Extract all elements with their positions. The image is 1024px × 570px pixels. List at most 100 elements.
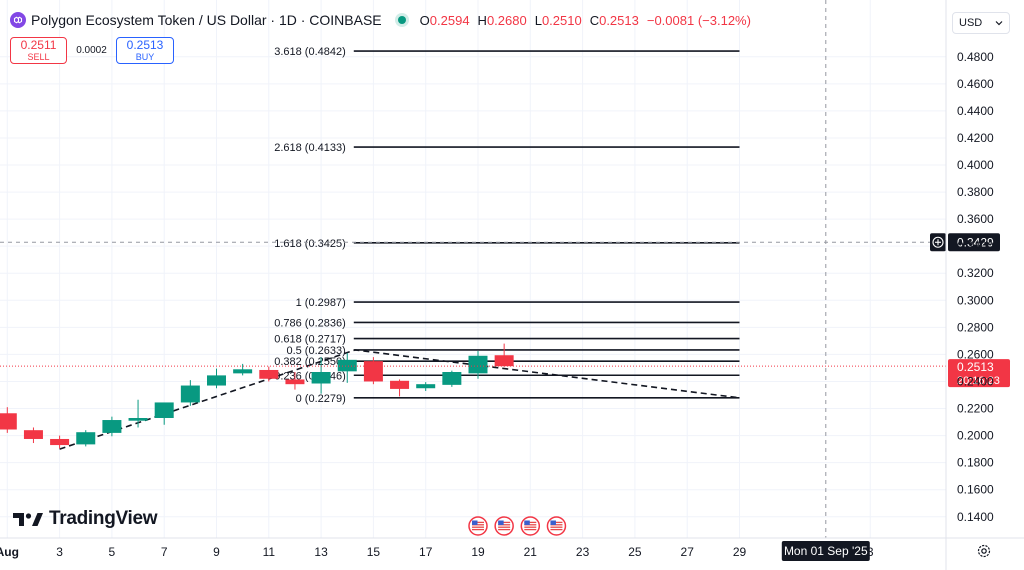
price-axis-label: 0.3200: [957, 266, 994, 280]
crosshair-date-label-bg: [781, 541, 870, 561]
candle[interactable]: [442, 370, 462, 387]
fib-level-label: 0 (0.2279): [296, 393, 346, 405]
currency-select[interactable]: USD: [952, 12, 1010, 34]
fib-extension-drawing[interactable]: 3.618 (0.4842) 2.618 (0.4133) 1.618 (0.342…: [274, 46, 740, 405]
trend-path[interactable]: [59, 349, 740, 450]
candle[interactable]: [311, 357, 331, 394]
candle[interactable]: [233, 363, 253, 376]
us-flag-event-icon[interactable]: [546, 516, 567, 536]
flag-canton: [550, 520, 556, 525]
candle-body: [468, 355, 488, 374]
fib-level-label: 0.5 (0.2633): [286, 345, 345, 357]
bar-countdown-label: 20:16:23: [957, 375, 1000, 387]
candle-body: [311, 372, 331, 384]
economic-events[interactable]: [468, 516, 567, 536]
candle-body: [416, 384, 436, 389]
fib-level-label: 0.618 (0.2717): [274, 334, 346, 346]
price-axis-label: 0.1600: [957, 483, 994, 497]
tradingview-logo-icon: [13, 513, 43, 526]
candle-body: [128, 418, 148, 421]
candle[interactable]: [337, 353, 357, 383]
us-flag-event-icon[interactable]: [520, 516, 541, 536]
crosshair-price-label-bg: [948, 233, 1000, 252]
watermark-text: TradingView: [49, 508, 158, 529]
candle[interactable]: [207, 368, 226, 389]
time-axis-label: 27: [681, 545, 695, 559]
symbol-title[interactable]: Polygon Ecosystem Token / US Dollar · 1D…: [31, 12, 382, 28]
candle[interactable]: [50, 435, 70, 449]
flag-canton: [498, 520, 504, 525]
us-flag-event-icon[interactable]: [494, 516, 514, 536]
candle[interactable]: [468, 351, 488, 379]
buy-label: BUY: [135, 52, 155, 62]
candle[interactable]: [180, 380, 200, 406]
ohlc-values: O 0.2594 H 0.2680 L 0.2510 C 0.2513 −0.0081 …: [420, 13, 751, 28]
candle[interactable]: [102, 416, 122, 437]
high-value: 0.2680: [486, 12, 527, 28]
fib-level-label: 1.618 (0.3425): [274, 238, 346, 250]
candle-body: [0, 413, 17, 430]
candle-body: [285, 379, 305, 385]
crosshair-date-label: Mon 01 Sep '25: [784, 544, 868, 558]
time-axis-label: 19: [471, 545, 485, 559]
gear-inner: [981, 548, 987, 554]
price-axis-label: 0.4800: [957, 50, 994, 64]
candle-body: [259, 369, 279, 379]
close-label: C: [589, 12, 600, 28]
time-axis-label: 3: [56, 545, 63, 559]
candle[interactable]: [285, 372, 305, 390]
price-axis-label: 0.2600: [957, 347, 994, 361]
candle-body: [180, 385, 200, 403]
open-value: 0.2594: [429, 12, 470, 28]
buy-button[interactable]: 0.2513 BUY: [116, 37, 174, 64]
price-axis-label: 0.2800: [957, 320, 994, 334]
last-price-label-bg: [948, 359, 1010, 388]
fib-level-label: 3.618 (0.4842): [274, 46, 346, 58]
candle[interactable]: [76, 430, 96, 447]
price-axis-label: 0.2000: [957, 429, 994, 443]
market-open-status-icon[interactable]: [397, 16, 406, 24]
candle[interactable]: [23, 427, 43, 444]
candle[interactable]: [416, 382, 436, 391]
candle-body: [207, 375, 226, 386]
candle[interactable]: [154, 402, 174, 425]
currency-value: USD: [959, 17, 983, 29]
time-axis-label: Aug: [0, 545, 19, 559]
price-axis-label: 0.3800: [957, 185, 994, 199]
candle[interactable]: [0, 407, 17, 433]
fib-level-label: 0.786 (0.2836): [274, 317, 346, 329]
candle-body: [390, 380, 410, 389]
fib-level-label: 0.236 (0.2446): [274, 370, 346, 382]
candle-body: [494, 355, 514, 367]
price-axis-label: 0.4200: [957, 131, 994, 145]
price-axis-label: 0.4400: [957, 104, 994, 118]
candle-body: [23, 430, 43, 439]
sell-button[interactable]: 0.2511 SELL: [10, 37, 67, 64]
price-axis-label: 0.2400: [957, 374, 994, 388]
trend-line-drawing[interactable]: [59, 349, 740, 450]
candle[interactable]: [128, 399, 148, 428]
tradingview-watermark[interactable]: TradingView: [13, 508, 158, 530]
close-value: 0.2513: [599, 12, 639, 28]
candle[interactable]: [494, 343, 514, 367]
candle-body: [442, 372, 462, 385]
price-axis-label: 0.2200: [957, 402, 994, 416]
sell-label: SELL: [27, 52, 50, 62]
low-label: L: [534, 12, 542, 28]
flag-ring: [494, 516, 514, 536]
time-axis-label: 15: [367, 545, 381, 559]
us-flag-event-icon[interactable]: [468, 516, 488, 536]
change-value: −0.0081 (−3.12%): [646, 12, 751, 28]
high-label: H: [477, 12, 487, 28]
time-axis-label: 21: [524, 545, 538, 559]
axis-settings-gear-icon[interactable]: [977, 544, 991, 558]
fib-level-label: 0.382 (0.2550): [274, 356, 346, 368]
flag-canton: [524, 520, 530, 525]
candle[interactable]: [363, 357, 383, 385]
candle[interactable]: [390, 379, 410, 397]
candle[interactable]: [259, 366, 279, 382]
time-axis-label: 7: [161, 545, 168, 559]
plus-icon: [932, 236, 944, 248]
